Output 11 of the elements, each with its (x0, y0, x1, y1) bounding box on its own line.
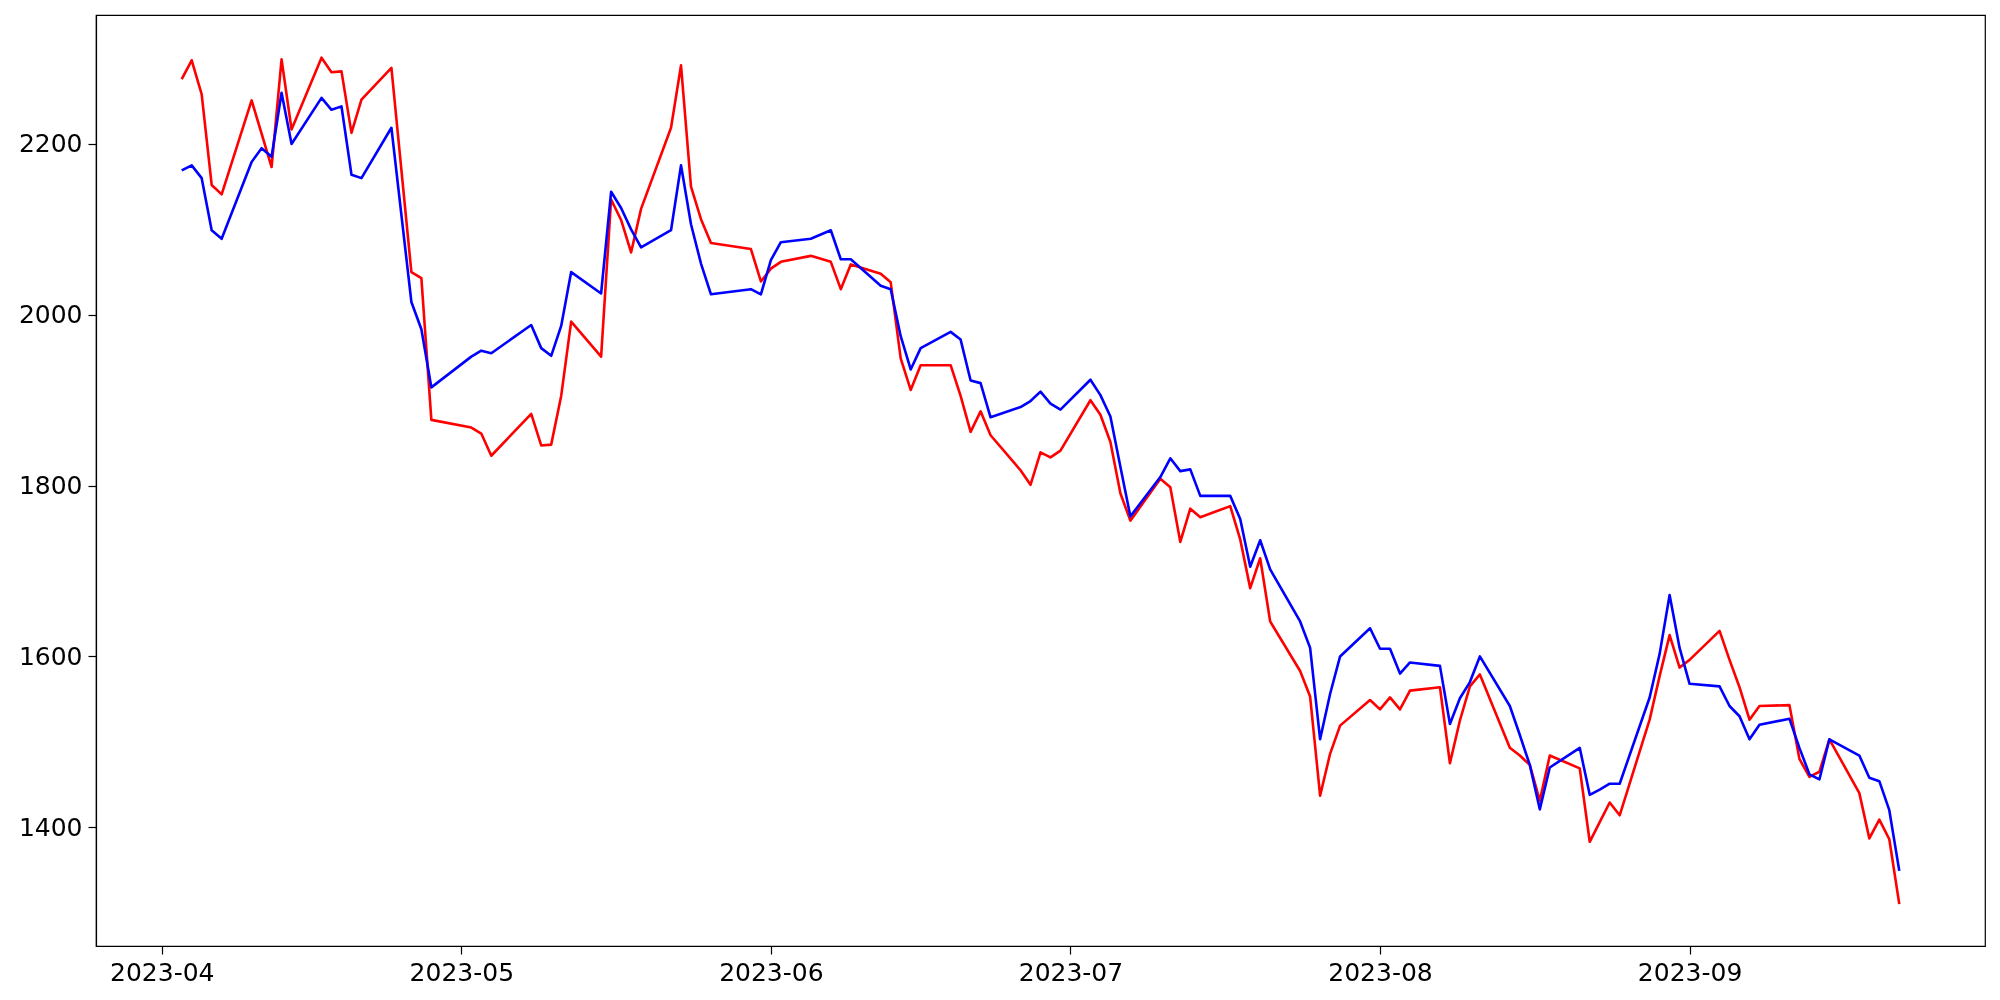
y-tick-label: 2000 (18, 300, 83, 330)
y-tick-label: 2200 (18, 129, 83, 159)
x-tick-label: 2023-09 (1637, 957, 1743, 987)
x-tick-label: 2023-07 (1018, 957, 1124, 987)
x-tick-label: 2023-06 (719, 957, 824, 987)
x-tick-label: 2023-05 (409, 957, 515, 987)
x-tick-label: 2023-08 (1328, 957, 1433, 987)
y-tick-label: 1400 (18, 812, 83, 842)
y-tick-label: 1800 (18, 471, 83, 501)
y-tick-label: 1600 (18, 641, 83, 671)
x-tick-label: 2023-04 (110, 957, 215, 987)
